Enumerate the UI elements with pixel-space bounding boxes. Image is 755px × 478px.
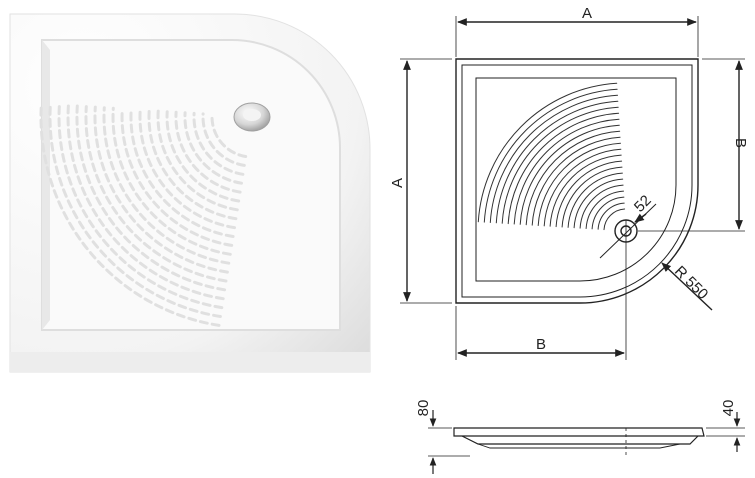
rib-arc: [549, 154, 622, 227]
plan-view: [400, 16, 745, 360]
rib-arc: [543, 148, 622, 227]
rib-arc: [603, 208, 626, 231]
rib-arc: [573, 178, 624, 229]
plan-basin: [475, 77, 677, 282]
rib-arc: [129, 107, 235, 238]
label-height-b: B: [732, 138, 749, 148]
label-drain-diameter: 52: [631, 192, 655, 216]
rib-arc: [513, 118, 620, 225]
floor-ribs: [39, 102, 248, 327]
rib-arc: [489, 94, 618, 223]
rib-arc: [210, 113, 248, 158]
rib-arc: [507, 112, 620, 225]
rib-arc: [579, 184, 624, 229]
rib-arc: [519, 124, 620, 225]
label-height-a: A: [389, 178, 406, 188]
tray-photo: [9, 13, 371, 373]
rib-arc: [537, 142, 621, 226]
rib-arc: [111, 106, 232, 256]
rib-arc: [138, 108, 236, 230]
rib-arc: [165, 110, 241, 203]
rib-arc: [495, 100, 619, 224]
rib-arc: [156, 109, 239, 212]
label-corner-radius: R 550: [671, 263, 711, 303]
section-rim: [453, 427, 705, 437]
rib-arc: [48, 102, 222, 318]
label-total-height: 80: [415, 400, 432, 417]
rib-arc: [75, 104, 227, 292]
rib-arc: [120, 107, 234, 247]
rib-arc: [57, 103, 224, 310]
rib-arc: [201, 112, 246, 167]
rib-arc: [597, 202, 625, 230]
drain-arrow: [634, 213, 647, 223]
drain-leader: [599, 203, 657, 259]
tray-inner-basin: [41, 39, 341, 331]
rib-arc: [531, 136, 621, 226]
rib-arc: [585, 190, 624, 229]
radius-leader: [661, 262, 713, 311]
tray-rim-front: [10, 352, 370, 372]
rib-arc: [525, 130, 621, 226]
rib-arc: [555, 160, 623, 228]
rib-arc: [567, 172, 623, 228]
drain-center: [243, 109, 261, 121]
section-view: [428, 410, 745, 474]
rib-arc: [183, 111, 243, 185]
rib-arc: [102, 106, 231, 265]
tray-inner-shadow: [42, 40, 50, 330]
rib-arc: [477, 82, 618, 223]
rib-arc: [39, 102, 221, 327]
section-body: [461, 435, 699, 445]
rib-arc: [84, 105, 228, 283]
label-rim-height: 40: [720, 400, 737, 417]
rib-arc: [561, 166, 623, 228]
rib-arc: [591, 196, 625, 230]
rib-arc: [501, 106, 619, 224]
rib-arc: [93, 105, 229, 274]
rib-arc: [147, 109, 238, 221]
label-width-b: B: [536, 336, 546, 353]
plan-rim-inner: [461, 64, 693, 298]
plan-ribs: [477, 82, 626, 231]
rib-arc: [174, 110, 242, 194]
rib-arc: [66, 103, 225, 301]
rib-arc: [483, 88, 618, 223]
rib-arc: [192, 111, 245, 176]
label-width-a: A: [582, 5, 592, 22]
section-underside: [477, 443, 681, 449]
